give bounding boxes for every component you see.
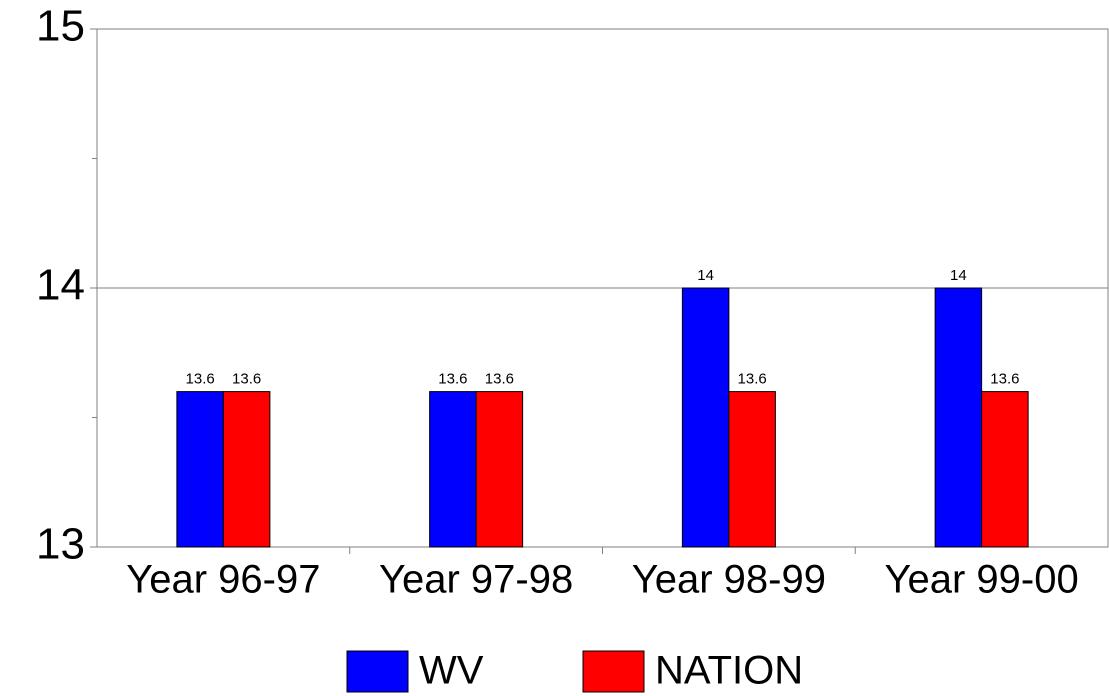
bar	[728, 391, 776, 548]
data-label: 13.6	[232, 371, 261, 388]
y-tick-label: 15	[36, 2, 85, 51]
data-label: 13.6	[990, 371, 1019, 388]
x-tick-label: Year 98-99	[632, 558, 826, 602]
y-tick-label: 14	[36, 261, 85, 310]
x-tick-label: Year 96-97	[126, 558, 320, 602]
bar	[981, 391, 1029, 548]
legend-swatch	[582, 650, 645, 693]
data-label: 13.6	[485, 371, 514, 388]
bar	[429, 391, 477, 548]
x-tick-label: Year 99-00	[885, 558, 1079, 602]
bar	[475, 391, 524, 548]
data-label: 13.6	[438, 371, 467, 388]
legend-label: WV	[419, 649, 484, 693]
data-label: 14	[950, 267, 967, 284]
data-label: 13.6	[738, 371, 767, 388]
legend-swatch	[346, 650, 409, 693]
bar	[681, 287, 730, 548]
y-tick-label: 13	[36, 520, 85, 569]
bar	[222, 391, 271, 548]
bar	[934, 287, 983, 548]
data-label: 14	[697, 267, 714, 284]
data-label: 13.6	[186, 371, 215, 388]
legend-label: NATION	[655, 649, 803, 693]
bar	[176, 391, 224, 548]
x-tick-label: Year 97-98	[379, 558, 573, 602]
